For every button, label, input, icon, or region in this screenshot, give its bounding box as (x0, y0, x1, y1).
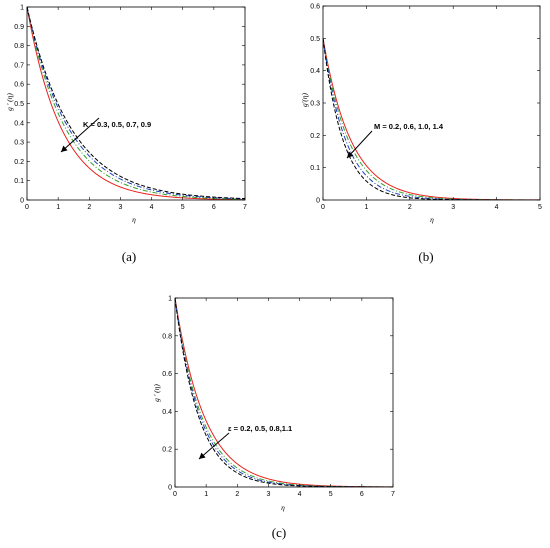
chart-panel: 0 1 2 3 4 5 6 7 0 0.1 0.2 0.3 0.4 0.5 0.6 0.7 0.8 0.9 1 η g … (5, 5, 247, 265)
y-tick-label: 1 (20, 5, 24, 12)
x-tick-label: 5 (181, 204, 185, 211)
series-line (323, 38, 540, 200)
x-tick-label: 7 (391, 491, 395, 498)
x-tick-label: 6 (212, 204, 216, 211)
y-tick-label: 0 (20, 198, 24, 205)
x-axis-label: η (281, 503, 285, 512)
parameter-annotation: M = 0.2, 0.6, 1.0, 1.4 (374, 122, 444, 131)
y-tick-label: 0.3 (310, 101, 320, 108)
series-line (175, 298, 393, 487)
y-tick-label: 0.8 (162, 333, 172, 340)
y-tick-label: 0.4 (162, 409, 172, 416)
series-line (175, 298, 393, 487)
series-line (323, 38, 540, 200)
x-tick-label: 6 (360, 491, 364, 498)
y-tick-label: 0.4 (14, 120, 24, 127)
y-tick-label: 0.5 (14, 101, 24, 108)
y-tick-label: 0.6 (14, 82, 24, 89)
series-line (27, 7, 245, 200)
y-tick-label: 0.1 (310, 165, 320, 172)
y-tick-label: 0.9 (14, 24, 24, 31)
y-tick-label: 0.6 (162, 371, 172, 378)
y-axis-label: g'(η) (300, 92, 309, 107)
panel-caption: (b) (418, 249, 433, 264)
panel-caption: (a) (122, 249, 136, 264)
annotation-arrow-shaft (198, 432, 230, 460)
x-tick-label: 2 (408, 204, 412, 211)
x-tick-label: 0 (321, 204, 325, 211)
series-line (323, 38, 540, 200)
y-tick-label: 0.2 (162, 447, 172, 454)
y-tick-label: 0.8 (14, 43, 24, 50)
axes-frame (26, 6, 246, 201)
x-tick-label: 1 (204, 491, 208, 498)
x-tick-label: 1 (364, 204, 368, 211)
chart-panel: 0 1 2 3 4 5 0 0.1 0.2 0.3 0.4 0.5 0.6 η g'(η) M = 0.2, … (300, 4, 542, 265)
x-tick-label: 0 (25, 204, 29, 211)
annotation-arrow-head (199, 452, 206, 459)
y-tick-label: 0.3 (14, 140, 24, 147)
series-line (175, 298, 393, 487)
x-axis-label: η (430, 215, 434, 224)
annotation-arrow-shaft (346, 130, 373, 159)
y-tick-label: 0 (316, 198, 320, 205)
parameter-annotation: ε = 0.2, 0.5, 0.8,1.1 (228, 424, 292, 433)
y-tick-label: 0.1 (14, 178, 24, 185)
parameter-annotation: K = 0.3, 0.5, 0.7, 0.9 (83, 120, 151, 129)
annotation-arrow-shaft (60, 117, 100, 153)
y-tick-label: 0.5 (310, 36, 320, 43)
x-axis-label: η (132, 215, 136, 224)
series-line (323, 38, 540, 200)
x-tick-label: 3 (266, 491, 270, 498)
x-tick-label: 0 (173, 491, 177, 498)
x-tick-label: 2 (87, 204, 91, 211)
y-tick-label: 0.4 (310, 68, 320, 75)
series-line (27, 7, 245, 200)
axes-frame (322, 5, 541, 201)
y-tick-label: 0.7 (14, 62, 24, 69)
annotation-arrow-head (347, 151, 354, 158)
annotation-arrow-head (61, 145, 68, 152)
panel-caption: (c) (272, 525, 286, 540)
y-tick-label: 1 (168, 296, 172, 303)
x-tick-label: 4 (150, 204, 154, 211)
series-line (27, 7, 245, 200)
y-axis-label: g ' (η) (5, 93, 14, 111)
x-tick-label: 1 (56, 204, 60, 211)
series-line (27, 7, 245, 200)
chart-panel: 0 1 2 3 4 5 6 7 0 0.2 0.4 0.6 0.8 1 η g ' (η) ε = 0.2, 0… (152, 296, 395, 541)
x-tick-label: 7 (243, 204, 247, 211)
x-tick-label: 5 (538, 204, 542, 211)
y-tick-label: 0.2 (14, 159, 24, 166)
y-tick-label: 0 (168, 485, 172, 492)
series-line (175, 298, 393, 487)
y-tick-label: 0.6 (310, 4, 320, 11)
x-tick-label: 5 (329, 491, 333, 498)
x-tick-label: 3 (118, 204, 122, 211)
y-tick-label: 0.2 (310, 133, 320, 140)
y-axis-label: g ' (η) (152, 384, 161, 402)
x-tick-label: 4 (495, 204, 499, 211)
axes-frame (174, 297, 394, 488)
x-tick-label: 4 (298, 491, 302, 498)
x-tick-label: 2 (235, 491, 239, 498)
x-tick-label: 3 (451, 204, 455, 211)
